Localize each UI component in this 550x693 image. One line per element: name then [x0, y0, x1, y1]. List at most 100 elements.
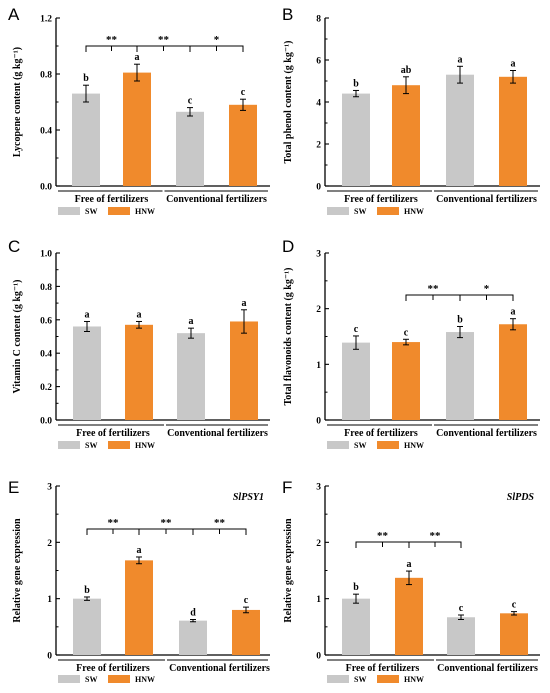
legend-swatch-hnw	[108, 675, 130, 683]
y-tick-label: 0.8	[40, 283, 52, 293]
significance-letter: c	[512, 600, 517, 611]
panel-letter: F	[282, 478, 292, 497]
legend-label-hnw: HNW	[404, 441, 424, 450]
y-tick-label: 0.4	[40, 350, 52, 360]
y-tick-label: 0.6	[40, 316, 52, 326]
significance-letter: a	[458, 54, 463, 65]
bar	[392, 342, 420, 420]
y-tick-label: 0.0	[40, 417, 52, 427]
legend-swatch-sw	[327, 441, 349, 449]
group-label-conventional: Conventional fertilizers	[436, 428, 537, 439]
panel-b: B 0 2 4 6 8 Total phenol content (g kg⁻¹) b ab a a…	[282, 5, 540, 216]
significance-letter: c	[459, 603, 464, 614]
significance-letter: c	[354, 324, 359, 335]
group-label-free: Free of fertilizers	[76, 428, 150, 439]
bar	[230, 321, 258, 420]
significance-stars: **	[377, 530, 389, 542]
significance-stars: *	[484, 283, 490, 295]
y-tick-label: 3	[316, 250, 321, 260]
significance-letter: a	[137, 309, 142, 320]
significance-letter: a	[407, 559, 412, 570]
bar	[229, 104, 257, 186]
bar	[177, 333, 205, 420]
significance-stars: **	[428, 283, 440, 295]
significance-stars: **	[430, 530, 442, 542]
legend-label-sw: SW	[85, 441, 97, 450]
significance-stars: **	[108, 517, 120, 529]
y-axis-label: Total flavonoids content (g kg⁻¹)	[283, 268, 294, 406]
group-label-free: Free of fertilizers	[346, 663, 420, 674]
bar	[499, 324, 527, 420]
y-axis-label: Relative gene expression	[283, 518, 294, 623]
significance-letter: b	[457, 314, 463, 325]
group-label-free: Free of fertilizers	[76, 663, 150, 674]
legend-swatch-sw	[327, 207, 349, 215]
bar	[446, 74, 474, 186]
bar	[179, 620, 207, 655]
significance-stars: **	[158, 34, 170, 46]
y-axis-label: Total phenol content (g kg⁻¹)	[283, 41, 294, 164]
group-label-conventional: Conventional fertilizers	[166, 194, 267, 205]
y-tick-label: 2	[316, 305, 321, 315]
legend-label-sw: SW	[85, 207, 97, 216]
group-label-conventional: Conventional fertilizers	[437, 663, 538, 674]
y-tick-label: 2	[316, 141, 321, 151]
bar	[342, 93, 370, 186]
significance-letter: a	[135, 52, 140, 63]
significance-letter: b	[353, 78, 359, 89]
legend-swatch-sw	[58, 441, 80, 449]
bar	[395, 577, 423, 655]
y-tick-label: 0.8	[40, 71, 52, 81]
y-axis-label: Vitamin C content (g kg⁻¹)	[12, 279, 23, 393]
bar	[123, 72, 151, 186]
significance-letter: a	[189, 316, 194, 327]
bar	[72, 93, 100, 186]
legend-label-hnw: HNW	[404, 675, 424, 684]
bar	[500, 613, 528, 655]
group-label-conventional: Conventional fertilizers	[169, 663, 270, 674]
bar	[125, 324, 153, 420]
significance-stars: **	[106, 34, 118, 46]
legend-swatch-hnw	[377, 207, 399, 215]
significance-letter: ab	[401, 65, 412, 76]
y-tick-label: 8	[316, 15, 321, 25]
significance-letter: c	[188, 96, 193, 107]
bar	[176, 111, 204, 186]
legend-swatch-hnw	[377, 441, 399, 449]
gene-label: SlPDS	[507, 492, 535, 503]
legend-swatch-sw	[58, 207, 80, 215]
legend-label-hnw: HNW	[404, 207, 424, 216]
panel-a: A 0.0 0.4 0.8 1.2 Lycopene content (g kg⁻¹) b a…	[8, 5, 270, 216]
panel-letter: E	[8, 478, 19, 497]
legend-swatch-hnw	[377, 675, 399, 683]
y-tick-label: 1	[316, 361, 321, 371]
significance-letter: a	[85, 309, 90, 320]
legend-swatch-sw	[327, 675, 349, 683]
legend-swatch-hnw	[108, 207, 130, 215]
significance-letter: b	[83, 73, 89, 84]
y-tick-label: 1	[47, 595, 52, 605]
panel-letter: C	[8, 237, 20, 256]
group-label-conventional: Conventional fertilizers	[167, 428, 268, 439]
y-tick-label: 6	[316, 57, 321, 67]
significance-letter: b	[353, 582, 359, 593]
significance-letter: a	[242, 298, 247, 309]
y-tick-label: 0.0	[40, 183, 52, 193]
group-label-free: Free of fertilizers	[75, 194, 149, 205]
bar	[342, 342, 370, 420]
legend-swatch-sw	[58, 675, 80, 683]
legend-swatch-hnw	[108, 441, 130, 449]
significance-letter: c	[241, 87, 246, 98]
bar	[342, 598, 370, 655]
y-tick-label: 3	[47, 483, 52, 493]
gene-label: SlPSY1	[233, 492, 264, 503]
group-label-free: Free of fertilizers	[344, 194, 418, 205]
significance-stars: *	[214, 34, 220, 46]
panel-e: E 0 1 2 3 Relative gene expression b a d c ** ** ** S…	[8, 478, 270, 684]
y-axis-label: Lycopene content (g kg⁻¹)	[12, 47, 23, 157]
panel-letter: D	[282, 237, 294, 256]
legend-label-hnw: HNW	[135, 207, 155, 216]
bar	[125, 560, 153, 655]
panel-letter: A	[8, 5, 20, 24]
